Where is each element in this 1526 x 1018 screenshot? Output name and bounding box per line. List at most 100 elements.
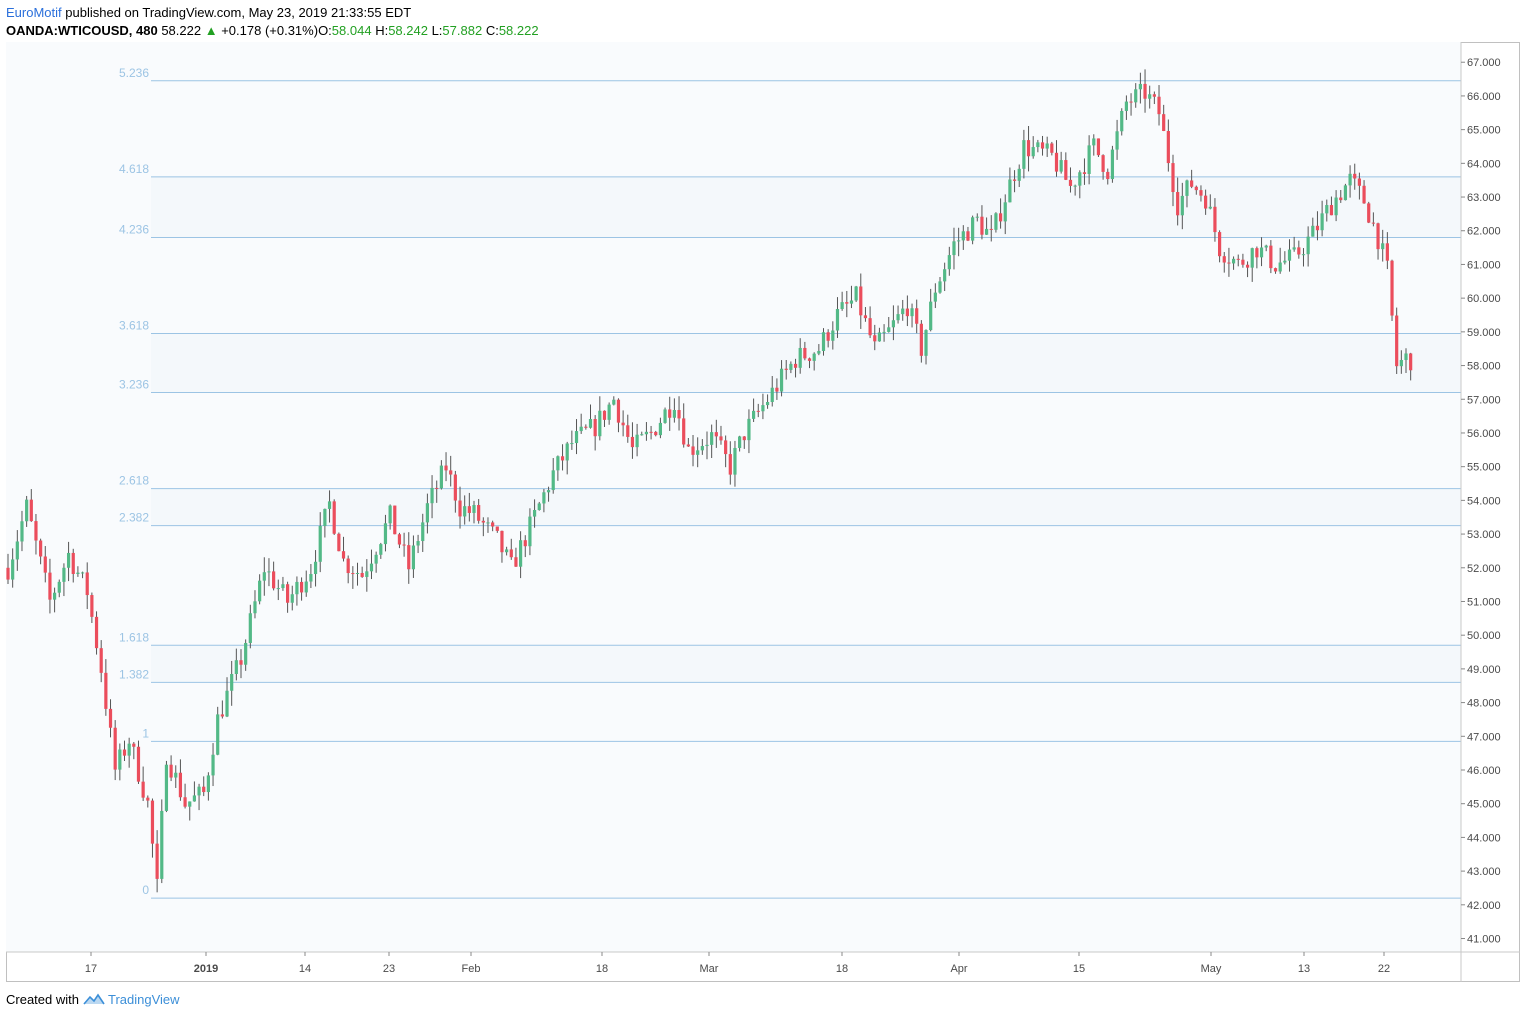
fib-level-label: 5.236 [119, 66, 149, 80]
candle-body [532, 510, 537, 517]
candle-body [756, 410, 760, 412]
candle-body [1273, 268, 1278, 272]
candle-body [1003, 202, 1007, 222]
time-tick-label: 13 [1298, 963, 1310, 975]
candle-body [281, 584, 285, 589]
candle-body [826, 332, 830, 341]
candle-body [523, 540, 527, 547]
candle-body [127, 743, 131, 756]
candle-body [20, 521, 24, 542]
tradingview-brand[interactable]: TradingView [108, 992, 180, 1007]
candle-body [402, 544, 406, 546]
candle-body [943, 269, 947, 282]
candle-body [90, 595, 94, 617]
price-chart[interactable]: 0 1 1.382 1.618 2.382 2.618 3.236 3.618 4.236 4.6… [6, 42, 1520, 982]
candle-body [887, 327, 891, 332]
price-tick-label: 51.000 [1467, 596, 1501, 608]
candle-body [1134, 89, 1138, 103]
candle-body [244, 642, 248, 665]
published-text: published on TradingView.com, May 23, 20… [65, 5, 412, 20]
candle-body [132, 743, 136, 747]
fib-level-label: 2.382 [119, 511, 149, 525]
candle-body [1259, 247, 1264, 258]
candle-body [435, 487, 439, 489]
candle-body [48, 572, 52, 600]
candle-body [304, 581, 308, 593]
candle-body [369, 563, 374, 572]
candle-body [160, 810, 164, 879]
time-tick-label: 14 [299, 963, 311, 975]
candle-body [1045, 143, 1049, 149]
candle-body [477, 505, 481, 521]
candle-body [481, 520, 485, 523]
candle-body [919, 323, 923, 356]
candle-body [798, 347, 802, 368]
candle-body [108, 708, 113, 728]
candle-body [57, 581, 61, 593]
candle-body [248, 613, 252, 643]
candle-body [1255, 248, 1259, 258]
price-tick-label: 67.000 [1467, 57, 1501, 69]
candle-body [710, 432, 714, 445]
candle-body [39, 540, 43, 557]
price-tick-label: 56.000 [1467, 428, 1501, 440]
time-tick-label: 18 [596, 963, 608, 975]
candle-body [80, 572, 85, 574]
candle-body [845, 302, 849, 304]
candle-body [188, 801, 192, 807]
candle-body [747, 418, 751, 441]
candle-body [998, 213, 1003, 222]
candle-body [318, 525, 322, 562]
symbol-label[interactable]: OANDA:WTICOUSD, 480 [6, 23, 158, 38]
candle-body [439, 465, 443, 489]
candle-body [1096, 138, 1101, 156]
candle-body [202, 786, 206, 793]
candle-body [34, 521, 38, 541]
candle-body [1222, 256, 1226, 263]
candle-body [584, 426, 588, 428]
price-tick-label: 60.000 [1467, 293, 1501, 305]
chart-header: EuroMotif published on TradingView.com, … [6, 4, 539, 40]
candle-body [775, 387, 779, 392]
candle-body [397, 534, 402, 545]
candle-body [220, 714, 224, 717]
candle-body [150, 800, 155, 844]
candle-body [467, 506, 471, 513]
candle-body [691, 446, 695, 455]
candle-body [868, 318, 872, 336]
candle-body [658, 422, 662, 436]
open-value: 58.044 [331, 23, 372, 38]
time-tick-label: 17 [85, 963, 97, 975]
candle-body [11, 559, 15, 580]
candle-body [980, 216, 984, 235]
candle-body [1264, 245, 1268, 248]
candle-body [761, 405, 765, 412]
candle-body [519, 540, 523, 567]
candle-body [803, 347, 807, 359]
publisher-link[interactable]: EuroMotif [6, 5, 62, 20]
candle-body [1381, 243, 1385, 250]
candle-body [644, 431, 649, 435]
candle-body [76, 572, 80, 574]
price-tick-label: 49.000 [1467, 664, 1501, 676]
up-arrow-icon: ▲ [204, 23, 218, 38]
candle-body [588, 419, 593, 428]
price-tick-label: 53.000 [1467, 529, 1501, 541]
candle-body [1339, 197, 1343, 201]
candle-body [1269, 245, 1273, 269]
candle-body [491, 522, 495, 527]
candle-body [1008, 179, 1012, 203]
candle-body [1180, 195, 1184, 216]
candle-body [388, 505, 392, 524]
candle-body [1110, 149, 1115, 180]
fib-level-label: 4.618 [119, 162, 149, 176]
candle-body [286, 584, 290, 603]
candle-body [360, 572, 364, 577]
candle-body [677, 410, 681, 419]
candle-body [812, 353, 816, 361]
candle-body [295, 581, 299, 595]
candle-body [1227, 262, 1231, 264]
candle-body [225, 690, 229, 717]
candle-body [1190, 180, 1194, 187]
candle-body [1301, 254, 1306, 256]
